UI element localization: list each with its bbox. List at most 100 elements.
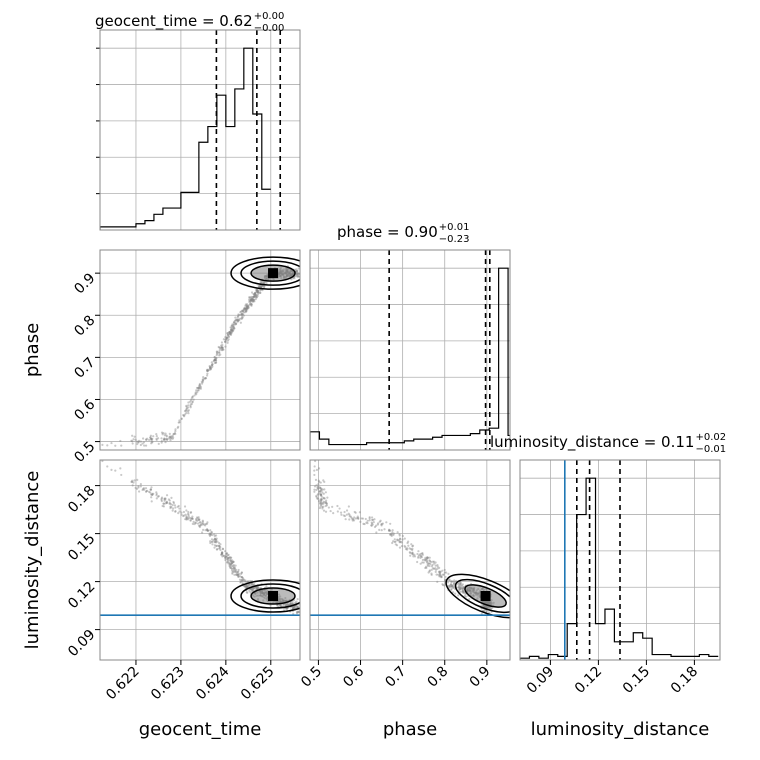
sample-point xyxy=(130,480,133,483)
sample-point xyxy=(232,327,236,330)
sample-point xyxy=(197,518,200,521)
sample-point xyxy=(221,346,224,349)
sample-point xyxy=(316,486,319,489)
sample-point xyxy=(348,515,351,518)
sample-point xyxy=(226,556,230,560)
sample-point xyxy=(221,347,225,351)
sample-point xyxy=(141,442,144,445)
sample-point xyxy=(209,365,212,368)
sample-point xyxy=(247,583,250,586)
sample-point xyxy=(174,430,177,433)
sample-point xyxy=(133,479,136,482)
sample-point xyxy=(187,516,190,520)
sample-point xyxy=(231,559,234,562)
sample-point xyxy=(296,272,299,275)
sample-point xyxy=(218,547,221,550)
sample-point xyxy=(208,365,211,368)
sample-point xyxy=(318,480,321,483)
sample-point xyxy=(343,510,346,514)
sample-point xyxy=(225,552,229,555)
sample-point xyxy=(234,322,238,326)
sample-point xyxy=(449,580,453,583)
sample-point xyxy=(255,586,258,589)
sample-point xyxy=(460,584,463,587)
sample-point xyxy=(216,540,219,543)
sample-point xyxy=(443,568,446,572)
sample-point xyxy=(379,519,382,522)
sample-point xyxy=(285,607,288,610)
sample-point xyxy=(245,304,249,307)
y-tick-label-luminosity_distance: 0.09 xyxy=(65,627,98,660)
sample-point xyxy=(164,438,167,441)
sample-point xyxy=(223,556,227,559)
sample-point xyxy=(320,498,323,501)
sample-point xyxy=(240,314,243,317)
sample-point xyxy=(240,317,243,320)
sample-point xyxy=(224,340,227,343)
sample-point xyxy=(407,544,410,547)
sample-point xyxy=(253,294,256,297)
sample-point xyxy=(438,570,441,573)
sample-point xyxy=(245,305,248,308)
sample-point xyxy=(209,368,212,371)
sample-point xyxy=(242,578,245,582)
sample-point xyxy=(174,509,177,513)
sample-point xyxy=(418,554,421,557)
sample-point xyxy=(197,524,201,527)
sample-point xyxy=(345,513,348,516)
sample-point xyxy=(420,552,424,555)
sample-point xyxy=(250,304,253,307)
sample-point xyxy=(256,291,259,294)
sample-point xyxy=(220,341,224,344)
sample-point xyxy=(213,538,216,541)
sample-point xyxy=(114,469,117,472)
sample-point xyxy=(131,479,134,482)
sample-point xyxy=(183,410,187,413)
sample-point xyxy=(391,529,394,532)
sample-point xyxy=(398,534,401,537)
sample-point xyxy=(210,364,213,367)
sample-point xyxy=(160,497,163,500)
sample-point xyxy=(458,582,462,585)
sample-point xyxy=(440,575,443,578)
sample-point xyxy=(224,345,227,348)
sample-point xyxy=(110,468,113,471)
sample-point xyxy=(251,298,255,301)
sample-point xyxy=(199,387,202,390)
sample-point xyxy=(428,556,431,559)
sample-point xyxy=(191,522,194,525)
sample-point xyxy=(131,484,134,487)
sample-point xyxy=(149,488,153,491)
panel-frame xyxy=(99,249,301,451)
sample-point xyxy=(441,573,444,576)
sample-point xyxy=(458,588,462,591)
sample-point xyxy=(233,321,236,324)
sample-point xyxy=(295,268,298,271)
sample-point xyxy=(228,556,231,559)
sample-point xyxy=(197,386,200,389)
sample-point xyxy=(246,580,250,583)
sample-point xyxy=(208,532,211,535)
sample-point xyxy=(189,519,192,522)
sample-point xyxy=(324,504,327,508)
sample-point xyxy=(448,584,451,587)
sample-point xyxy=(350,516,353,519)
x-tick-label-luminosity_distance: 0.15 xyxy=(620,664,653,697)
sample-point xyxy=(134,438,137,441)
sample-point xyxy=(246,308,249,311)
sample-point xyxy=(453,582,456,585)
x-tick-label-geocent_time: 0.624 xyxy=(193,663,233,703)
sample-point xyxy=(203,377,206,380)
sample-point xyxy=(352,519,356,522)
sample-point xyxy=(249,298,252,302)
sample-point xyxy=(317,490,321,493)
sample-point xyxy=(163,497,166,500)
sample-point xyxy=(249,296,252,299)
sample-point xyxy=(242,311,245,314)
sample-point xyxy=(295,270,298,273)
sample-point xyxy=(198,521,201,524)
sample-point xyxy=(232,560,235,564)
sample-point xyxy=(212,539,215,542)
sample-point xyxy=(320,489,323,492)
sample-point xyxy=(232,329,235,332)
